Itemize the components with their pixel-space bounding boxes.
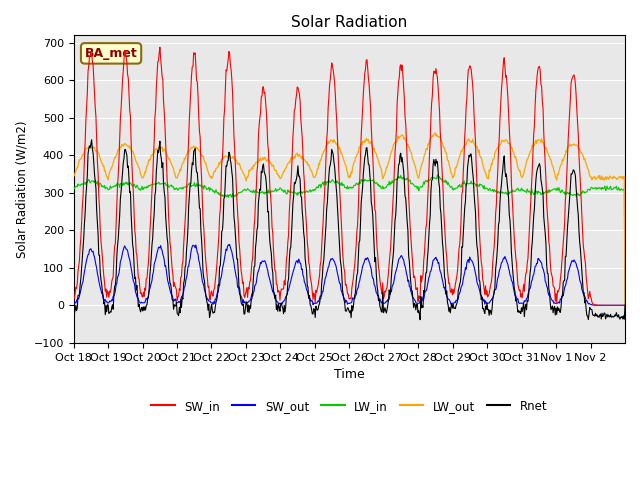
- X-axis label: Time: Time: [334, 368, 365, 381]
- Title: Solar Radiation: Solar Radiation: [291, 15, 408, 30]
- Text: BA_met: BA_met: [84, 47, 138, 60]
- Legend: SW_in, SW_out, LW_in, LW_out, Rnet: SW_in, SW_out, LW_in, LW_out, Rnet: [147, 395, 552, 417]
- Y-axis label: Solar Radiation (W/m2): Solar Radiation (W/m2): [15, 120, 28, 258]
